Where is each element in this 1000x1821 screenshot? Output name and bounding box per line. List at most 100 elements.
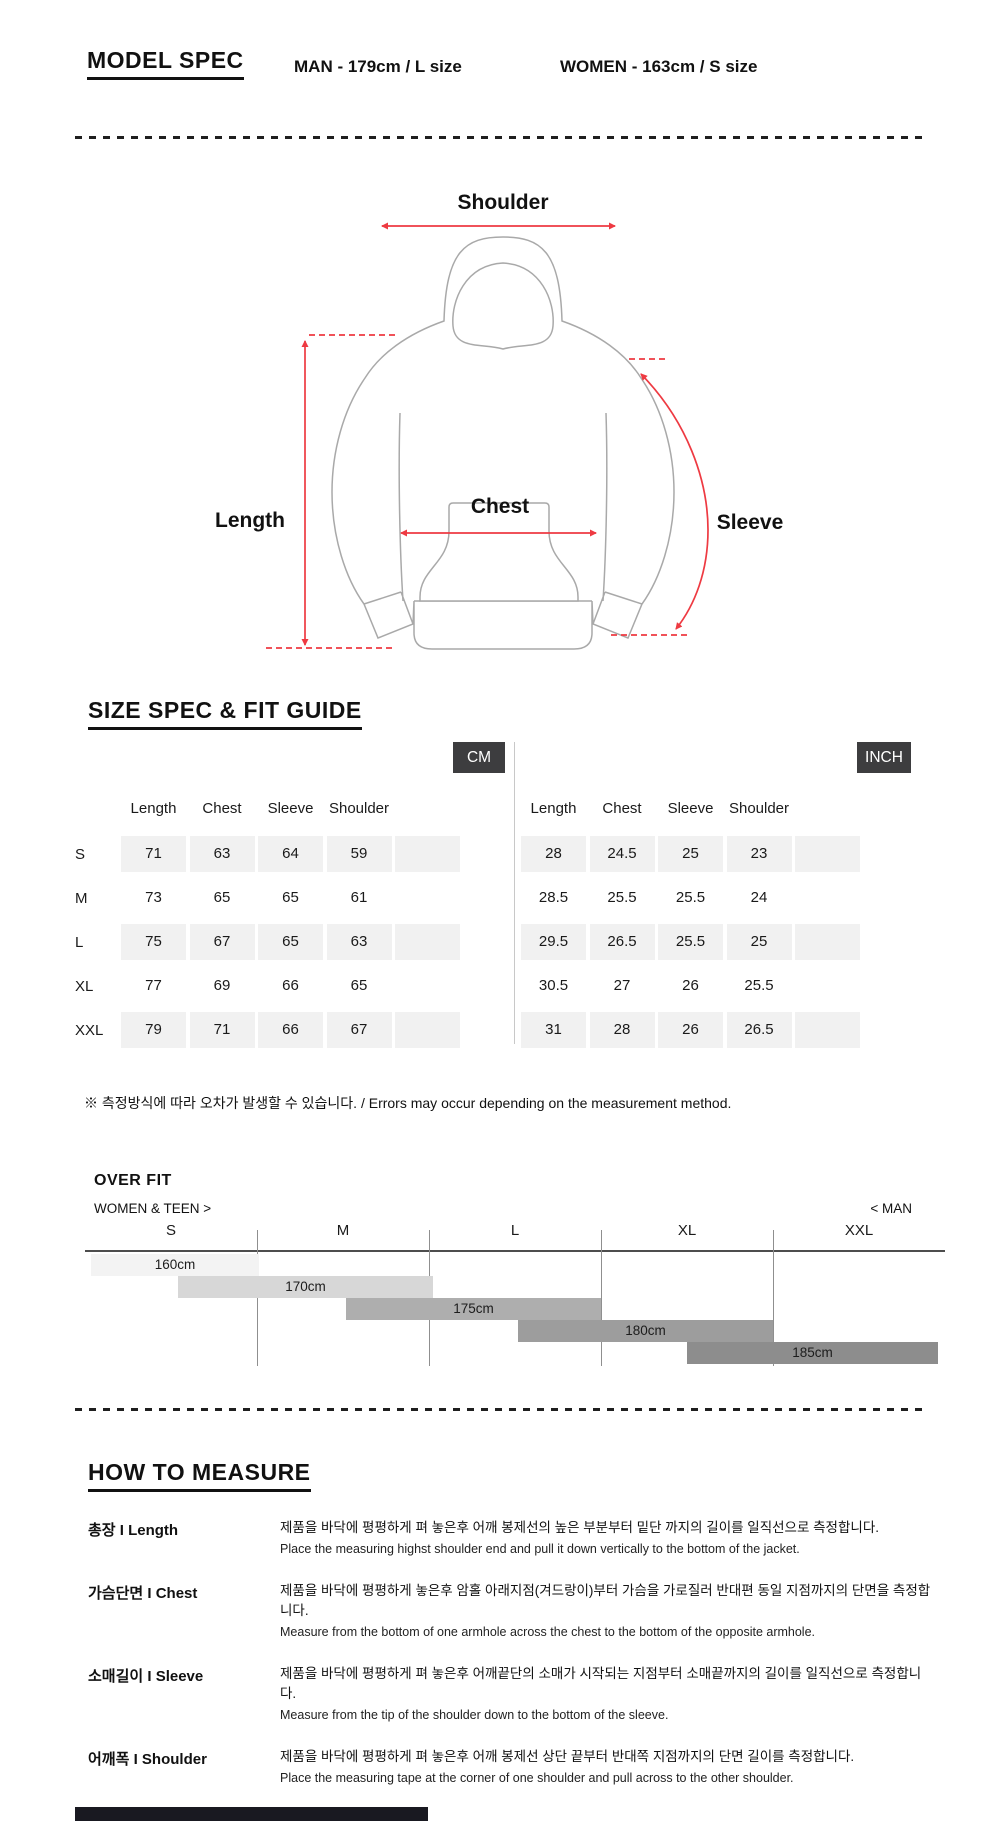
over-fit-size-label-XL: XL: [677, 1222, 697, 1239]
measure-row: 어깨폭 I Shoulder 제품을 바닥에 평평하게 펴 놓은후 어깨 봉제선 …: [88, 1747, 933, 1790]
size-cell: 26: [682, 977, 699, 994]
measure-description-english: Place the measuring tape at the corner o…: [280, 1771, 794, 1785]
size-row-XXL: XXL 79 71 66 67: [75, 1008, 475, 1052]
hood-face-opening: [452, 262, 554, 350]
size-cell: 63: [189, 836, 255, 872]
size-cell: 73: [145, 889, 162, 906]
over-fit-left-label: WOMEN & TEEN >: [94, 1201, 212, 1216]
size-cell: 26: [658, 1012, 723, 1048]
sleeve-label: Sleeve: [717, 511, 784, 534]
size-cell: 65: [213, 889, 231, 906]
size-cell: 23: [726, 836, 792, 872]
over-fit-size-label-XXL: XXL: [844, 1222, 874, 1239]
size-cell: 75: [121, 924, 186, 960]
measure-description-english: Place the measuring highst shoulder end …: [280, 1542, 800, 1556]
col-header-sleeve: Sleeve: [667, 800, 714, 817]
size-cell: 71: [189, 1012, 255, 1048]
how-to-measure-title: HOW TO MEASURE: [88, 1459, 311, 1492]
size-row-XL: XL 77 69 66 65: [75, 964, 475, 1008]
size-table-inch-header: Length Chest Sleeve Shoulder: [521, 785, 921, 832]
over-fit-tick: [773, 1230, 774, 1366]
size-cell: 71: [121, 836, 186, 872]
over-fit-size-label-M: M: [336, 1222, 350, 1239]
model-spec-man: MAN - 179cm / L size: [294, 57, 462, 76]
size-cell: 31: [521, 1012, 586, 1048]
next-section-peek: [75, 1807, 428, 1821]
measure-row-label: 총장 I Length: [88, 1522, 179, 1539]
size-cell: 28.5: [538, 889, 569, 906]
col-header-length: Length: [130, 800, 177, 817]
size-cell: 66: [282, 977, 299, 994]
size-cell-empty: [795, 880, 860, 916]
col-header-sleeve: Sleeve: [267, 800, 314, 817]
size-table-inch: Length Chest Sleeve Shoulder 28 24.5 25 23 2…: [521, 785, 921, 1052]
size-cell: 64: [258, 836, 323, 872]
over-fit-tick: [601, 1230, 602, 1366]
hoodie-outline: [331, 236, 675, 650]
model-spec-women: WOMEN - 163cm / S size: [560, 57, 758, 76]
measure-description-korean: 제품을 바닥에 평평하게 펴 놓은후 어깨끝단의 소매가 시작되는 지점부터 소…: [280, 1666, 922, 1701]
over-fit-bar-170cm: 170cm: [178, 1276, 433, 1298]
measure-row-label: 어깨폭 I Shoulder: [88, 1751, 207, 1768]
size-cell: 24: [750, 889, 768, 906]
measure-description-english: Measure from the bottom of one armhole a…: [280, 1625, 816, 1639]
measure-description-korean: 제품을 바닥에 평평하게 놓은후 암홀 아래지점(겨드랑이)부터 가슴을 가로질…: [280, 1583, 931, 1618]
size-row-S: S 71 63 64 59: [75, 832, 475, 876]
over-fit-right-label: < MAN: [870, 1201, 912, 1216]
size-cell: 25: [726, 924, 792, 960]
how-to-measure-list: 총장 I Length 제품을 바닥에 평평하게 펴 놓은후 어깨 봉제선의 높은…: [88, 1518, 933, 1810]
unit-badge-cm: CM: [453, 742, 505, 773]
size-cell: 25.5: [744, 977, 774, 994]
size-cell: 65: [258, 924, 323, 960]
measure-description-english: Measure from the tip of the shoulder dow…: [280, 1708, 669, 1722]
size-cell: 67: [189, 924, 255, 960]
size-cell: 79: [121, 1012, 186, 1048]
measurement-note: ※ 측정방식에 따라 오차가 발생할 수 있습니다. / Errors may …: [84, 1095, 732, 1111]
size-table-cm: Length Chest Sleeve Shoulder S 71 63 64 59 M 7…: [75, 785, 475, 1052]
measure-row-description: 제품을 바닥에 평평하게 펴 놓은후 어깨 봉제선 상단 끝부터 반대쪽 지점까…: [280, 1747, 933, 1790]
size-row-L: 29.5 26.5 25.5 25: [521, 920, 921, 964]
over-fit-bar-185cm: 185cm: [687, 1342, 938, 1364]
over-fit-bar-175cm: 175cm: [346, 1298, 601, 1320]
size-cell: 61: [350, 889, 368, 906]
over-fit-axis-line: [85, 1250, 945, 1252]
over-fit-bar-160cm: 160cm: [91, 1254, 259, 1276]
measure-row-label: 가슴단면 I Chest: [88, 1585, 198, 1602]
col-header-length: Length: [530, 800, 577, 817]
chest-label: Chest: [471, 495, 529, 518]
measure-row-label: 소매길이 I Sleeve: [88, 1668, 204, 1685]
size-cell-empty: [395, 880, 460, 916]
size-row-label: L: [75, 933, 84, 951]
hoodie-measurement-diagram: Shoulder Length Chest Sleeve: [215, 191, 784, 650]
size-cell-empty: [395, 968, 460, 1004]
size-table-cm-header: Length Chest Sleeve Shoulder: [75, 785, 475, 832]
size-row-label: XXL: [75, 1021, 104, 1039]
size-cell: 65: [350, 977, 368, 994]
measure-row-description: 제품을 바닥에 평평하게 펴 놓은후 어깨 봉제선의 높은 부분부터 밑단 까지…: [280, 1518, 933, 1561]
size-row-M: M 73 65 65 61: [75, 876, 475, 920]
size-cell: 30.5: [538, 977, 569, 994]
size-row-S: 28 24.5 25 23: [521, 832, 921, 876]
size-row-XL: 30.5 27 26 25.5: [521, 964, 921, 1008]
measure-description-korean: 제품을 바닥에 평평하게 펴 놓은후 어깨 봉제선의 높은 부분부터 밑단 까지…: [280, 1520, 879, 1535]
size-cell: 29.5: [521, 924, 586, 960]
measure-row: 소매길이 I Sleeve 제품을 바닥에 평평하게 펴 놓은후 어깨끝단의 소매…: [88, 1664, 933, 1727]
size-cell-empty: [395, 1012, 460, 1048]
size-cell: 77: [145, 977, 162, 994]
col-header-chest: Chest: [602, 800, 642, 817]
size-row-XXL: 31 28 26 26.5: [521, 1008, 921, 1052]
size-cell: 59: [326, 836, 392, 872]
size-row-M: 28.5 25.5 25.5 24: [521, 876, 921, 920]
length-label: Length: [215, 509, 285, 532]
size-cell: 25.5: [675, 889, 706, 906]
measure-row-description: 제품을 바닥에 평평하게 펴 놓은후 어깨끝단의 소매가 시작되는 지점부터 소…: [280, 1664, 933, 1727]
dashed-divider-top: [75, 136, 925, 139]
shoulder-label: Shoulder: [457, 191, 548, 214]
measure-row: 가슴단면 I Chest 제품을 바닥에 평평하게 놓은후 암홀 아래지점(겨드랑…: [88, 1581, 933, 1644]
size-cell: 66: [258, 1012, 323, 1048]
size-cell-empty: [795, 968, 860, 1004]
over-fit-title: OVER FIT: [94, 1172, 172, 1189]
size-spec-title: SIZE SPEC & FIT GUIDE: [88, 697, 362, 730]
size-cell-empty: [395, 924, 460, 960]
col-header-chest: Chest: [202, 800, 242, 817]
